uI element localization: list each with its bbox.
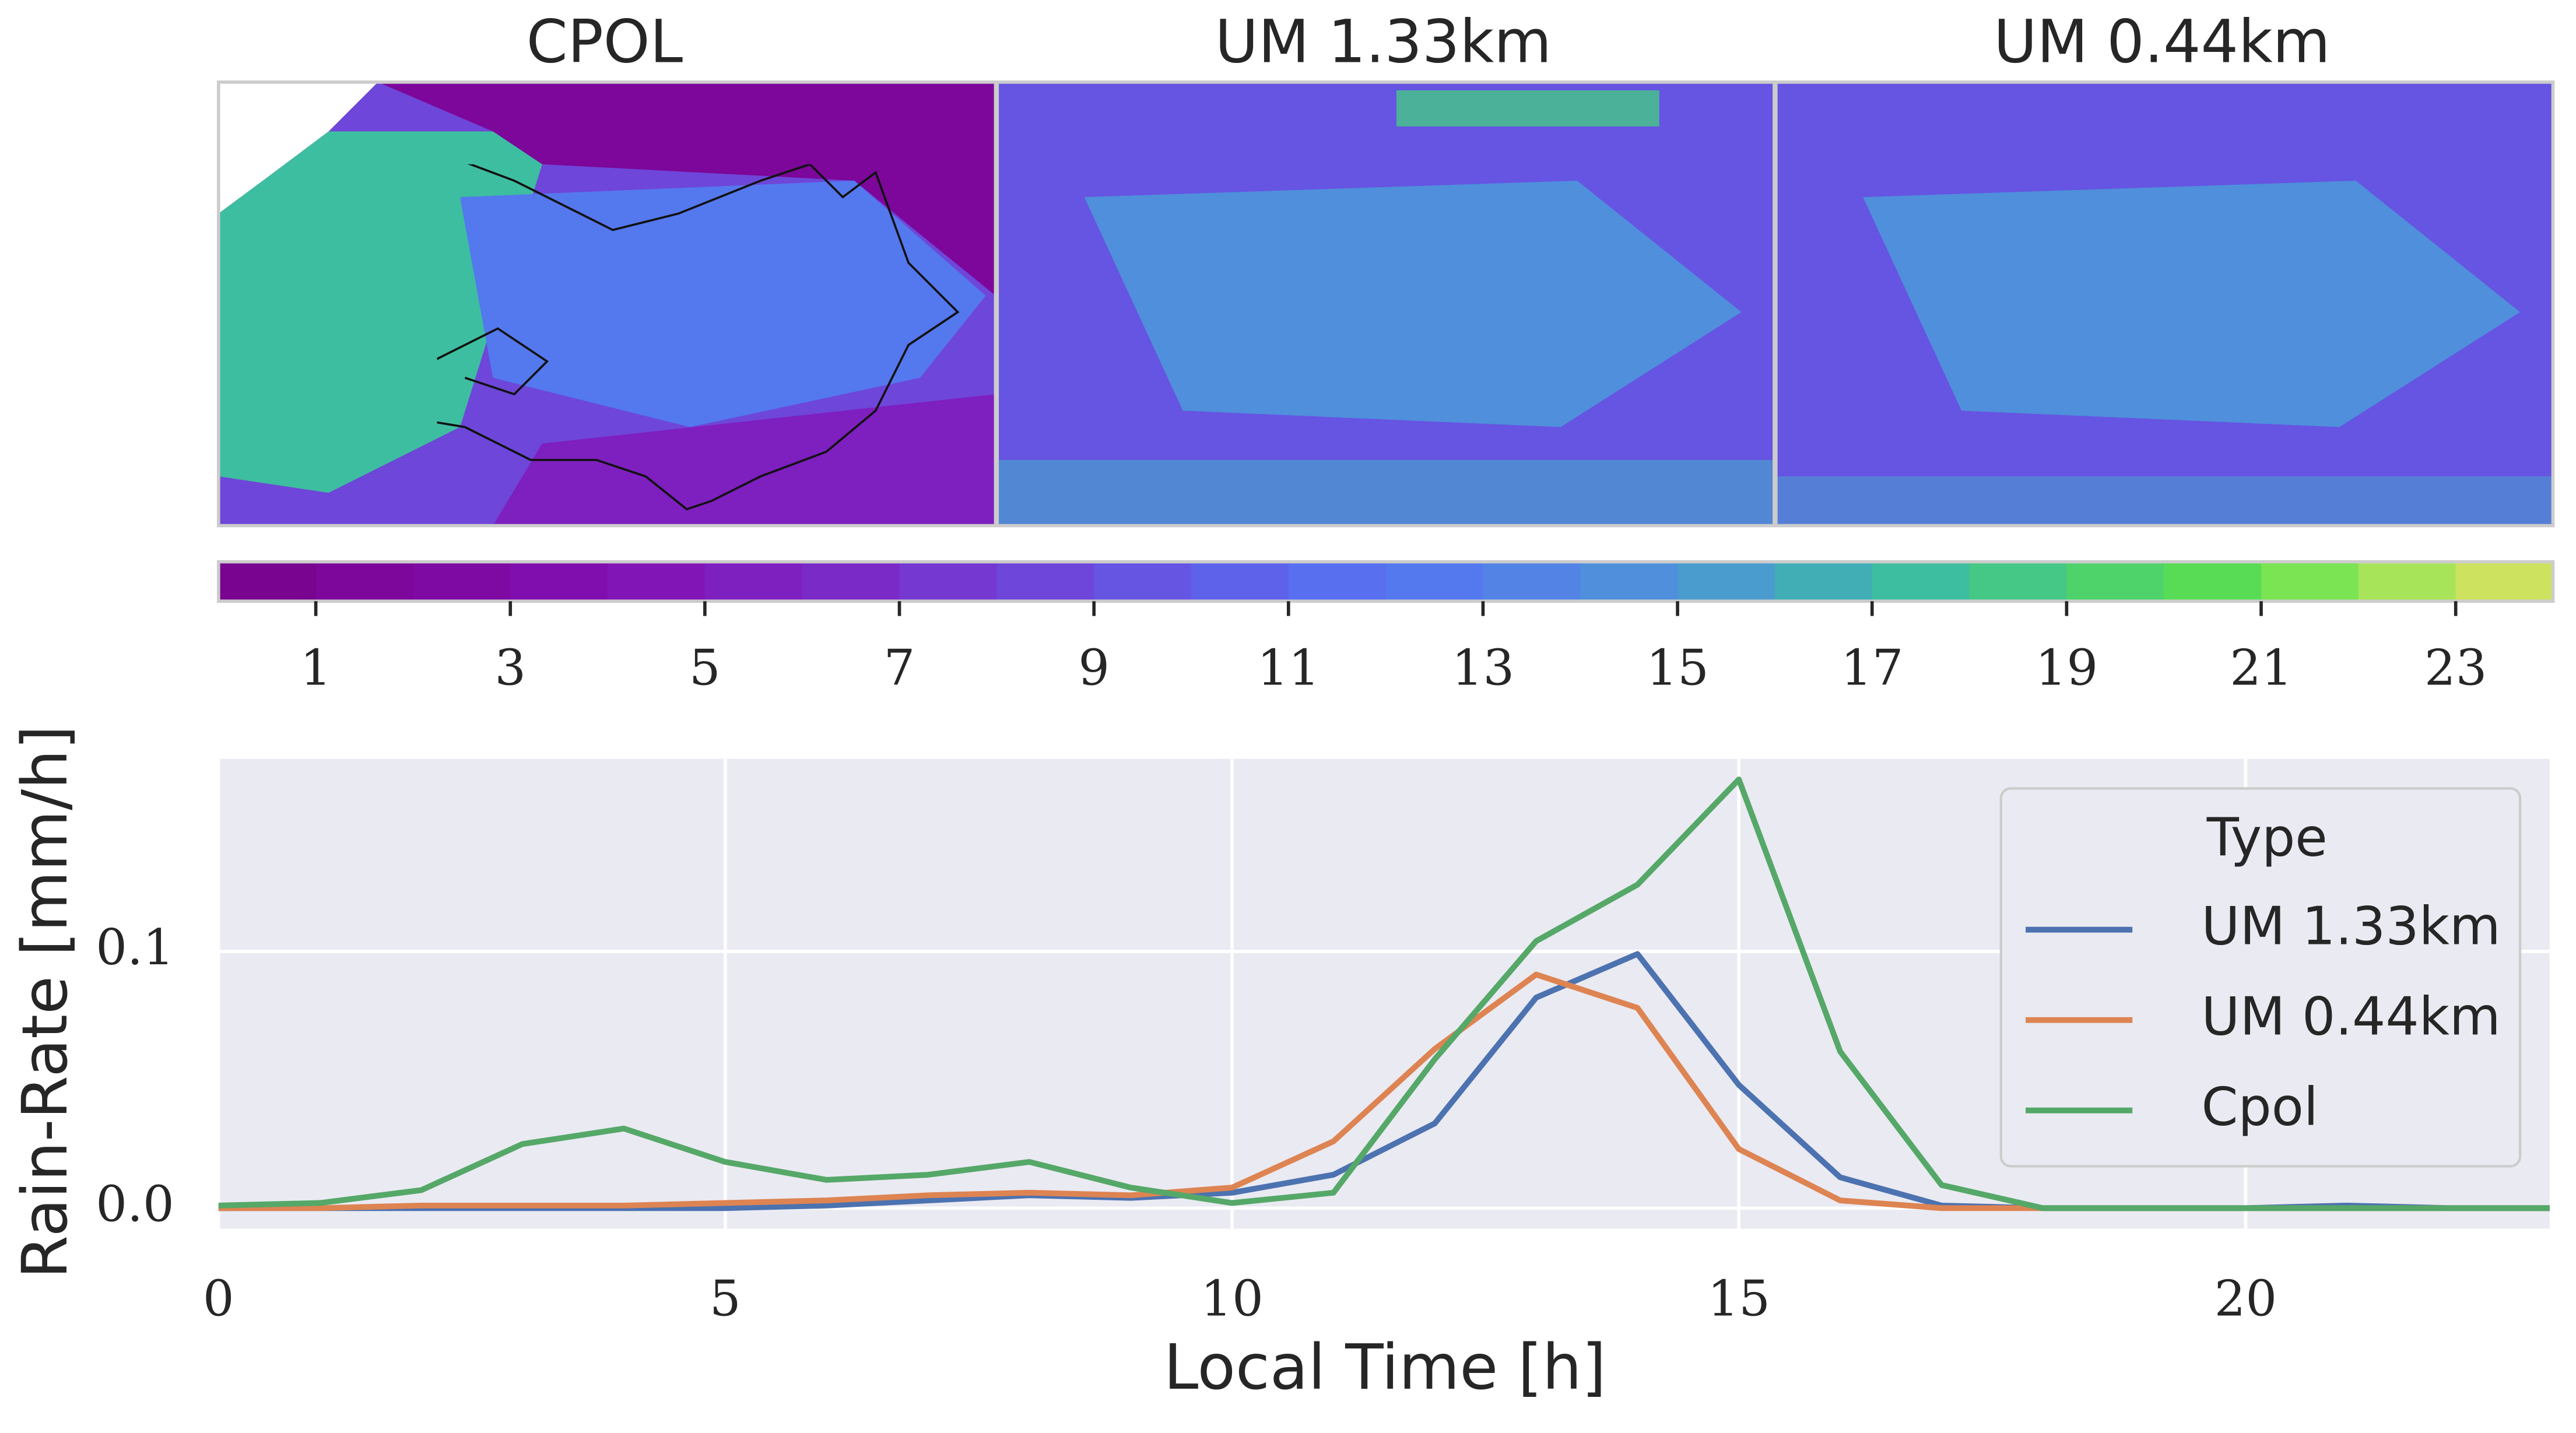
map-frames	[216, 80, 2555, 528]
colorbar-tick-label: 5	[689, 639, 721, 696]
colorbar-cell	[2261, 561, 2360, 602]
legend-label: UM 0.44km	[2202, 986, 2501, 1048]
map-title: UM 1.33km	[1215, 8, 1552, 76]
map-panel	[218, 82, 996, 526]
colorbar-cell	[899, 561, 998, 602]
legend-label: Cpol	[2202, 1077, 2318, 1138]
colorbar-cell	[1385, 561, 1484, 602]
colorbar-tick-label: 11	[1257, 639, 1320, 696]
colorbar-cell	[608, 561, 706, 602]
colorbar-cell	[1288, 561, 1387, 602]
colorbar-cell	[802, 561, 900, 602]
legend-label: UM 1.33km	[2202, 896, 2501, 957]
colorbar-tick-label: 23	[2424, 639, 2487, 696]
line-series	[218, 776, 2550, 1211]
colorbar-tick-label: 15	[1646, 639, 1709, 696]
x-tick-label: 20	[2214, 1270, 2277, 1327]
colorbar-cell	[1191, 561, 1290, 602]
map-title: CPOL	[527, 8, 683, 76]
colorbar-cell	[996, 561, 1095, 602]
map-panel	[997, 82, 1774, 526]
colorbar-cell	[315, 561, 414, 602]
map-panel	[1775, 82, 2553, 526]
map-title: UM 0.44km	[1994, 8, 2330, 76]
colorbar-cell	[1774, 561, 1873, 602]
colorbar-tick-label: 19	[2035, 639, 2098, 696]
colorbar-cell	[704, 561, 803, 602]
colorbar-tick-label: 21	[2230, 639, 2293, 696]
colorbar-cell	[2455, 561, 2554, 602]
x-tick-label: 5	[710, 1270, 741, 1327]
y-tick-label: 0.0	[96, 1175, 174, 1232]
legend-box	[1999, 787, 2522, 1168]
colorbar-cell	[1580, 561, 1679, 602]
colorbar-cell	[1677, 561, 1776, 602]
colorbar-cell	[2164, 561, 2262, 602]
colorbar-cell	[1969, 561, 2068, 602]
colorbar-cell	[510, 561, 609, 602]
colorbar-cell	[1483, 561, 1581, 602]
colorbar-tick-label: 7	[884, 639, 915, 696]
y-axis-label: Rain-Rate [mm/h]	[9, 725, 82, 1279]
x-tick-label: 10	[1201, 1270, 1264, 1327]
colorbar-cell	[218, 561, 317, 602]
x-axis-label: Local Time [h]	[1164, 1332, 1606, 1404]
colorbar-cell	[2358, 561, 2457, 602]
colorbar-tick-label: 3	[494, 639, 526, 696]
x-tick-label: 15	[1707, 1270, 1770, 1327]
colorbar-tick-label: 17	[1841, 639, 1904, 696]
x-tick-label: 0	[203, 1270, 234, 1327]
colorbar-frame	[216, 560, 2555, 603]
colorbar-tick-label: 9	[1078, 639, 1110, 696]
colorbar-tick-label: 1	[300, 639, 332, 696]
colorbar-tick-label: 13	[1452, 639, 1515, 696]
colorbar-cell	[2066, 561, 2165, 602]
y-tick-label: 0.1	[96, 919, 174, 976]
colorbar-cell	[1872, 561, 1970, 602]
colorbar-cell	[1094, 561, 1192, 602]
legend-title: Type	[2206, 807, 2328, 868]
colorbar-cell	[413, 561, 511, 602]
